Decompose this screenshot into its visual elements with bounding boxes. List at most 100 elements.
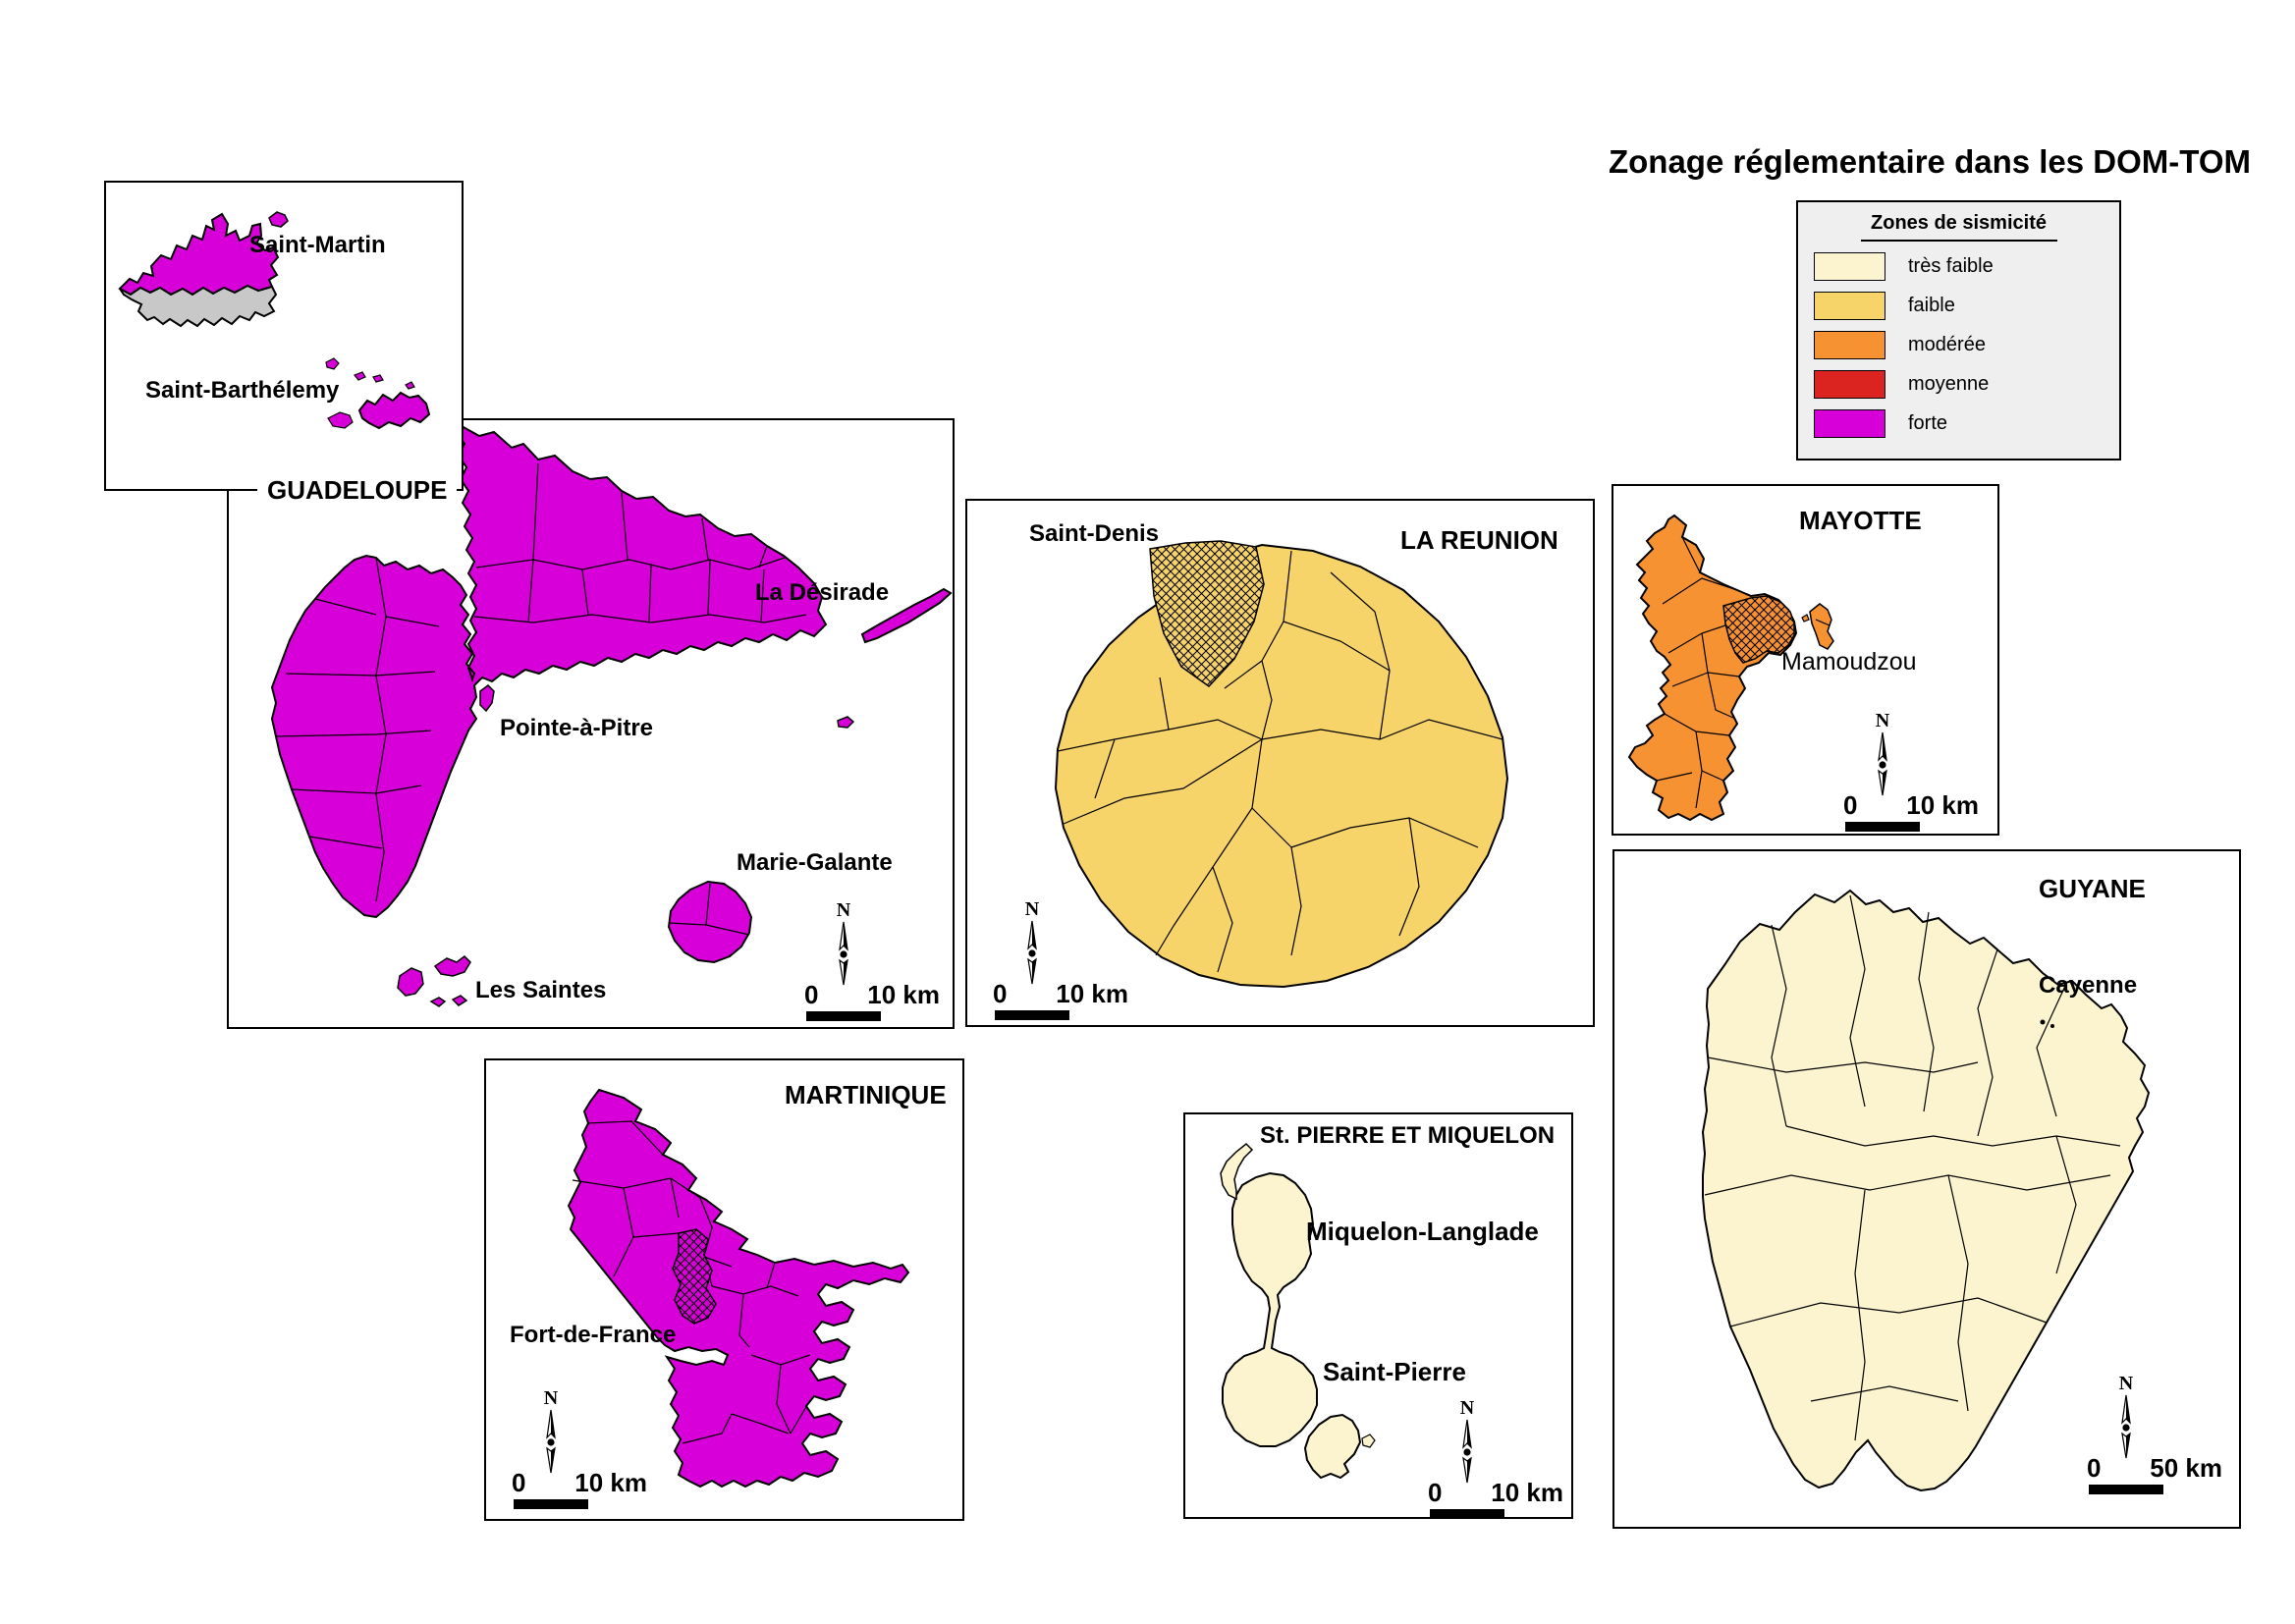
scale-zero: 0 xyxy=(993,979,1008,1008)
north-arrow-icon xyxy=(839,921,848,986)
scale-bar xyxy=(806,1011,881,1021)
la-desirade-label: La Désirade xyxy=(755,579,890,606)
cayenne-islet xyxy=(2050,1024,2054,1028)
legend-label: modérée xyxy=(1908,334,1986,355)
les-saintes-islands xyxy=(397,955,471,1007)
scale-bar xyxy=(2089,1485,2163,1494)
saint-denis-label: Saint-Denis xyxy=(1029,520,1160,547)
guadeloupe-map xyxy=(270,424,953,1007)
guadeloupe-commune-boundaries xyxy=(275,462,807,902)
legend-swatch-moderee xyxy=(1814,331,1885,359)
saint-barthelemy-islets xyxy=(325,357,415,429)
north-label: N xyxy=(1024,898,1040,920)
legend-swatch-tres-faible xyxy=(1814,252,1885,281)
north-arrow-icon xyxy=(1878,731,1887,796)
mamoudzou-label: Mamoudzou xyxy=(1781,648,1917,676)
scale-labels: 0 10 km xyxy=(512,1470,647,1495)
saint-pierre-miquelon-panel-title: St. PIERRE ET MIQUELON xyxy=(1260,1122,1556,1149)
ile-aux-marins-islet xyxy=(1361,1434,1376,1448)
marie-galante-island xyxy=(667,880,753,964)
legend-item-tres-faible: très faible xyxy=(1814,252,2119,281)
martinique-island xyxy=(567,1088,910,1489)
scale-labels: 0 10 km xyxy=(1428,1480,1563,1505)
saint-barthelemy-label: Saint-Barthélemy xyxy=(145,377,340,404)
scale-bar xyxy=(514,1499,588,1509)
scale-zero: 0 xyxy=(804,980,819,1009)
north-label: N xyxy=(2118,1373,2134,1394)
legend-title: Zones de sismicité xyxy=(1871,212,2047,234)
scale-bar xyxy=(1845,822,1920,832)
miquelon-north-cape xyxy=(1220,1142,1254,1201)
north-label: N xyxy=(1875,710,1890,731)
petit-cul-de-sac-islet xyxy=(479,684,495,713)
guadeloupe-panel-title: GUADELOUPE xyxy=(257,475,458,506)
scale-labels: 0 10 km xyxy=(1843,792,1979,818)
north-label: N xyxy=(1459,1397,1475,1419)
fort-de-france-hatched-commune xyxy=(672,1228,717,1325)
mayotte-map-footer: N 0 10 km xyxy=(1843,710,1979,833)
scale-distance: 10 km xyxy=(1056,979,1128,1008)
north-label: N xyxy=(543,1387,559,1409)
petite-terre-island xyxy=(1809,603,1834,650)
guadeloupe-island xyxy=(270,424,828,919)
scale-zero: 0 xyxy=(1843,790,1858,820)
scale-distance: 10 km xyxy=(867,980,940,1009)
scale-distance: 50 km xyxy=(2150,1453,2222,1483)
scale-labels: 0 50 km xyxy=(2087,1455,2222,1481)
martinique-map xyxy=(567,1088,910,1489)
reunion-commune-boundaries xyxy=(1057,550,1503,973)
guyane-map-footer: N 0 50 km xyxy=(2087,1373,2222,1495)
scale-zero: 0 xyxy=(2087,1453,2102,1483)
scale-bar xyxy=(1430,1509,1504,1519)
legend-label: faible xyxy=(1908,295,1955,316)
mayotte-island xyxy=(1627,514,1798,822)
marie-galante-label: Marie-Galante xyxy=(737,849,893,876)
panel-saint-pierre-miquelon: St. PIERRE ET MIQUELON Miquelon-Langlade… xyxy=(1183,1112,1573,1519)
reunion-panel-title: LA REUNION xyxy=(1400,525,1558,555)
guyane-territory xyxy=(1701,889,2151,1492)
reunion-map-footer: N 0 10 km xyxy=(993,898,1128,1021)
saint-martin-label: Saint-Martin xyxy=(249,232,386,258)
pointe-a-pitre-label: Pointe-à-Pitre xyxy=(500,715,654,741)
legend-swatch-forte xyxy=(1814,409,1885,438)
panel-reunion: Saint-Denis LA REUNION N 0 10 km xyxy=(965,499,1595,1027)
scale-labels: 0 10 km xyxy=(804,982,940,1007)
saint-barthelemy-island xyxy=(357,391,431,430)
legend-swatch-moyenne xyxy=(1814,370,1885,399)
panel-saint-martin-inset: Saint-Martin Saint-Barthélemy xyxy=(104,181,464,491)
north-label: N xyxy=(836,899,851,921)
saint-pierre-island xyxy=(1303,1413,1362,1480)
cayenne-label: Cayenne xyxy=(2039,972,2138,999)
legend-underline xyxy=(1860,240,2057,242)
saint-denis-hatched-commune xyxy=(1149,540,1265,687)
petite-terre-islet xyxy=(1801,614,1810,623)
scale-zero: 0 xyxy=(1428,1478,1443,1507)
legend-swatch-faible xyxy=(1814,292,1885,320)
martinique-panel-title: MARTINIQUE xyxy=(785,1080,947,1110)
miquelon-langlade-label: Miquelon-Langlade xyxy=(1306,1217,1539,1246)
panel-guyane: GUYANE Cayenne N 0 50 km xyxy=(1612,849,2241,1529)
saint-pierre-label: Saint-Pierre xyxy=(1323,1357,1466,1386)
petite-terre-boundary xyxy=(1815,619,1831,626)
guyane-panel-title: GUYANE xyxy=(2039,874,2146,903)
les-saintes-label: Les Saintes xyxy=(475,977,607,1003)
legend-label: très faible xyxy=(1908,255,1994,277)
saint-pierre-miquelon-map xyxy=(1220,1142,1376,1480)
tintamarre-islet xyxy=(268,211,289,228)
page-title: Zonage réglementaire dans les DOM-TOM xyxy=(1608,143,2252,180)
scale-distance: 10 km xyxy=(1491,1478,1563,1507)
legend-label: moyenne xyxy=(1908,373,1990,395)
mayotte-map xyxy=(1627,514,1834,822)
scale-distance: 10 km xyxy=(1906,790,1979,820)
scale-bar xyxy=(995,1010,1069,1020)
guyane-map xyxy=(1701,889,2151,1492)
guyane-commune-boundaries xyxy=(1704,894,2121,1441)
reunion-map xyxy=(1054,540,1509,989)
legend-item-moyenne: moyenne xyxy=(1814,370,2119,399)
legend-box: Zones de sismicité très faible faible mo… xyxy=(1796,200,2121,460)
miquelon-langlade-island xyxy=(1222,1171,1318,1447)
fort-de-france-label: Fort-de-France xyxy=(510,1322,677,1348)
scale-distance: 10 km xyxy=(574,1468,647,1497)
north-arrow-icon xyxy=(546,1409,556,1474)
